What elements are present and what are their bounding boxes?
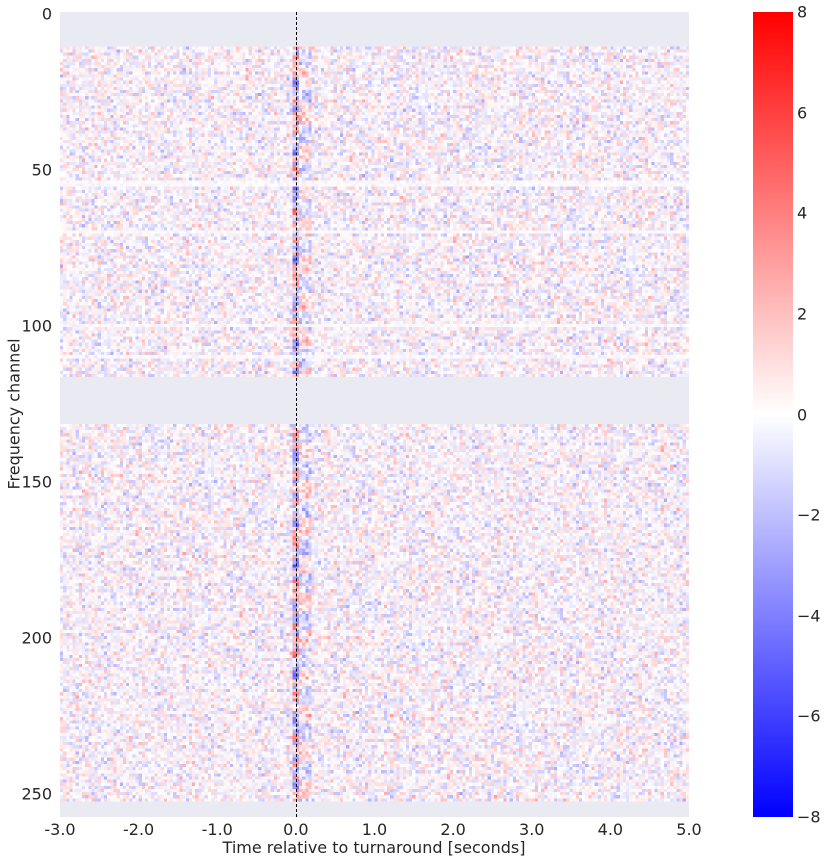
colorbar-tick-label: 8	[797, 2, 808, 22]
x-tick-label: 1.0	[361, 820, 388, 839]
x-tick-label: -1.0	[201, 820, 233, 839]
heatmap-plot-area	[60, 12, 689, 817]
colorbar-tick-label: 4	[797, 203, 808, 223]
colorbar-tick-label: −8	[797, 807, 821, 827]
y-axis-label: Frequency channel	[4, 338, 24, 490]
colorbar-tick-label: 0	[797, 405, 808, 424]
colorbar	[753, 12, 793, 817]
x-tick-label: 2.0	[440, 820, 466, 839]
x-tick-label: -2.0	[123, 820, 155, 839]
colorbar-tick-label: 2	[797, 304, 808, 324]
x-tick-label: 5.0	[676, 820, 702, 839]
x-axis-label: Time relative to turnaround [seconds]	[222, 838, 526, 857]
y-tick-label: 200	[21, 628, 52, 648]
y-tick-label: 250	[21, 784, 52, 804]
turnaround-dashed-line	[295, 12, 297, 817]
y-tick-label: 100	[21, 316, 52, 336]
y-tick-label: 0	[41, 4, 52, 24]
x-tick-label: -3.0	[44, 820, 76, 839]
heatmap-image	[60, 12, 689, 817]
y-tick-label: 50	[31, 160, 52, 180]
y-tick-label: 150	[21, 472, 52, 492]
colorbar-tick-label: 6	[797, 103, 808, 123]
colorbar-tick-label: −4	[797, 606, 821, 626]
x-tick-label: 3.0	[519, 820, 545, 839]
colorbar-tick-label: −6	[797, 706, 821, 726]
x-tick-label: 4.0	[597, 820, 624, 839]
x-tick-label: 0.0	[283, 820, 309, 839]
colorbar-tick-label: −2	[797, 505, 821, 525]
